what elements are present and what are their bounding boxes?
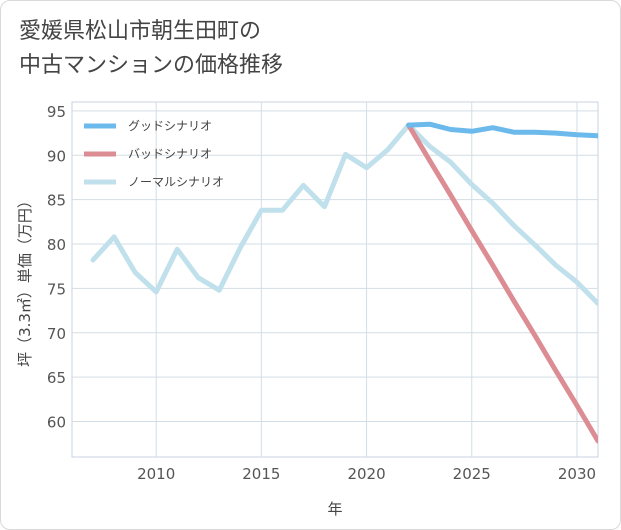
y-tick-label-90: 90 <box>47 147 66 165</box>
y-tick-label-60: 60 <box>47 414 66 432</box>
tick-labels: 60 65 70 75 80 85 90 95 2010 2015 2020 2025 2030 <box>47 103 596 483</box>
y-tick-label-75: 75 <box>47 280 66 298</box>
legend-label-1: バッドシナリオ <box>128 147 212 161</box>
y-tick-label-70: 70 <box>47 325 66 343</box>
y-axis-label: 坪（3.3㎡）単価（万円） <box>16 193 34 367</box>
series-lines <box>90 121 598 444</box>
y-tick-label-65: 65 <box>47 369 66 387</box>
legend-label-2: ノーマルシナリオ <box>128 175 224 189</box>
legend-label-0: グッドシナリオ <box>128 119 212 133</box>
x-tick-label-2030: 2030 <box>558 465 596 483</box>
grid-lines <box>72 102 598 457</box>
series-line-2 <box>90 122 598 306</box>
x-tick-label-2020: 2020 <box>347 465 385 483</box>
chart-title-line-2: 中古マンションの価格推移 <box>19 53 284 78</box>
series-line-1 <box>406 122 598 444</box>
y-tick-label-85: 85 <box>47 192 66 210</box>
chart-title: 愛媛県松山市朝生田町の 中古マンションの価格推移 <box>19 15 283 83</box>
series-line-0 <box>406 121 598 139</box>
x-axis-label: 年 <box>327 500 342 518</box>
x-tick-label-2025: 2025 <box>453 465 491 483</box>
x-tick-label-2010: 2010 <box>137 465 175 483</box>
x-tick-label-2015: 2015 <box>242 465 280 483</box>
y-tick-label-95: 95 <box>47 103 66 121</box>
chart-title-line-1: 愛媛県松山市朝生田町の <box>19 19 262 44</box>
y-tick-label-80: 80 <box>47 236 66 254</box>
